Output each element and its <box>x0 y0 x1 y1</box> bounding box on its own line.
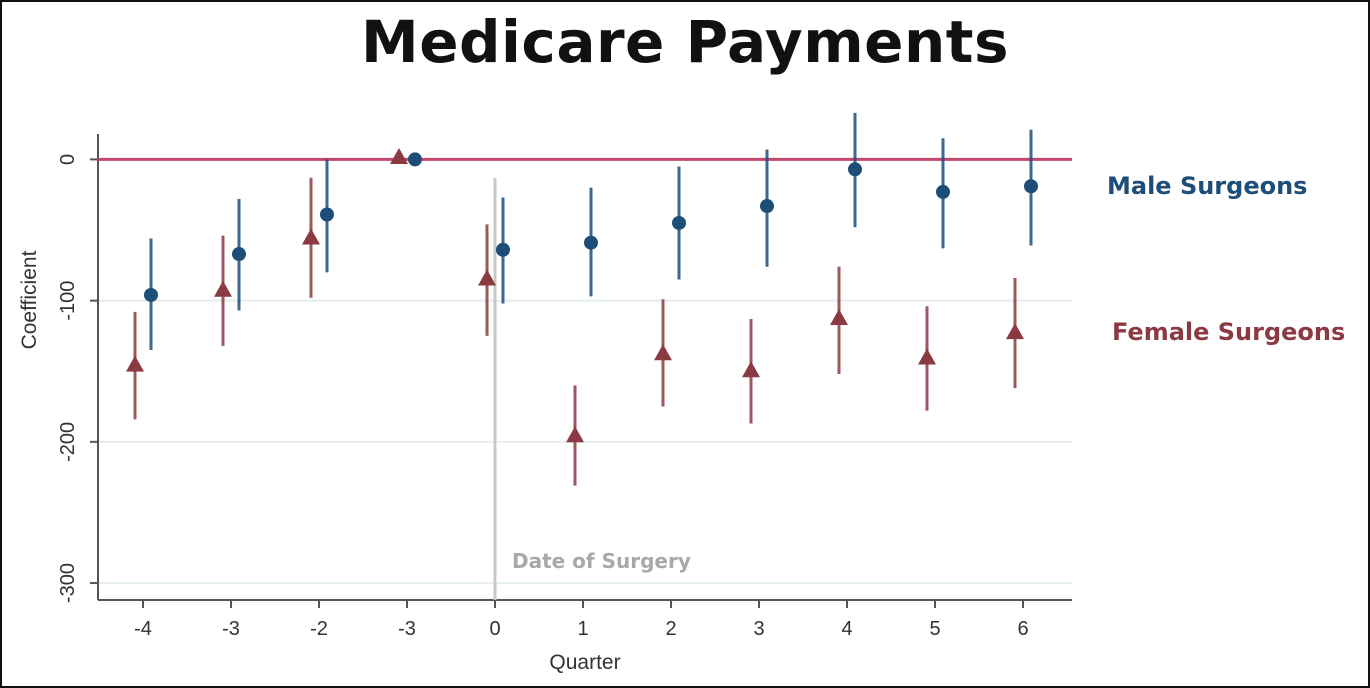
female-surgeons-point <box>214 280 232 297</box>
event-line-label: Date of Surgery <box>512 549 691 573</box>
x-tick-label: 2 <box>665 618 676 640</box>
chart-title: Medicare Payments <box>360 8 1010 76</box>
female-surgeons-point <box>566 426 584 443</box>
male-surgeons-point <box>232 247 246 262</box>
female-surgeons-point <box>390 148 408 165</box>
male-surgeons-point <box>320 207 334 222</box>
legend-female-surgeons: Female Surgeons <box>1112 318 1345 346</box>
legend-male-surgeons: Male Surgeons <box>1107 172 1307 200</box>
x-tick-label: 0 <box>489 618 500 640</box>
male-surgeons-point <box>496 242 510 257</box>
x-axis-title: Quarter <box>549 651 620 674</box>
male-surgeons-point <box>584 235 598 250</box>
female-surgeons-point <box>654 344 672 361</box>
x-tick-label: 1 <box>577 618 588 640</box>
x-tick-label: -4 <box>134 618 152 640</box>
x-tick-label: 5 <box>929 618 940 640</box>
data-marks <box>126 112 1038 486</box>
female-surgeons-point <box>830 308 848 325</box>
x-tick-label: -3 <box>222 618 240 640</box>
female-surgeons-point <box>1006 323 1024 340</box>
y-tick-label: -100 <box>57 281 79 321</box>
female-surgeons-point <box>742 361 760 378</box>
axes <box>97 134 1072 601</box>
male-surgeons-point <box>848 162 862 177</box>
gridlines <box>98 299 1072 585</box>
male-surgeons-point <box>144 287 158 302</box>
female-surgeons-point <box>918 348 936 365</box>
x-tick-label: 3 <box>753 618 764 640</box>
x-tick-label: -3 <box>398 618 416 640</box>
x-tick-label: 6 <box>1017 618 1028 640</box>
female-surgeons-point <box>302 228 320 245</box>
y-tick-label: 0 <box>57 154 79 165</box>
female-surgeons-point <box>126 355 144 372</box>
y-axis-title: Coefficient <box>18 250 41 349</box>
female-surgeons-point <box>478 269 496 286</box>
male-surgeons-point <box>760 199 774 214</box>
x-ticks: -4 -3 -2 -3 0 1 2 3 4 5 6 <box>134 600 1029 640</box>
y-ticks: 0 -100 -200 -300 <box>57 154 98 603</box>
x-tick-label: -2 <box>310 618 328 640</box>
male-surgeons-point <box>1024 179 1038 194</box>
male-surgeons-point <box>936 184 950 199</box>
y-tick-label: -200 <box>57 422 79 462</box>
male-surgeons-point <box>408 152 422 167</box>
male-surgeons-point <box>672 215 686 230</box>
y-tick-label: -300 <box>57 563 79 603</box>
x-tick-label: 4 <box>841 618 852 640</box>
